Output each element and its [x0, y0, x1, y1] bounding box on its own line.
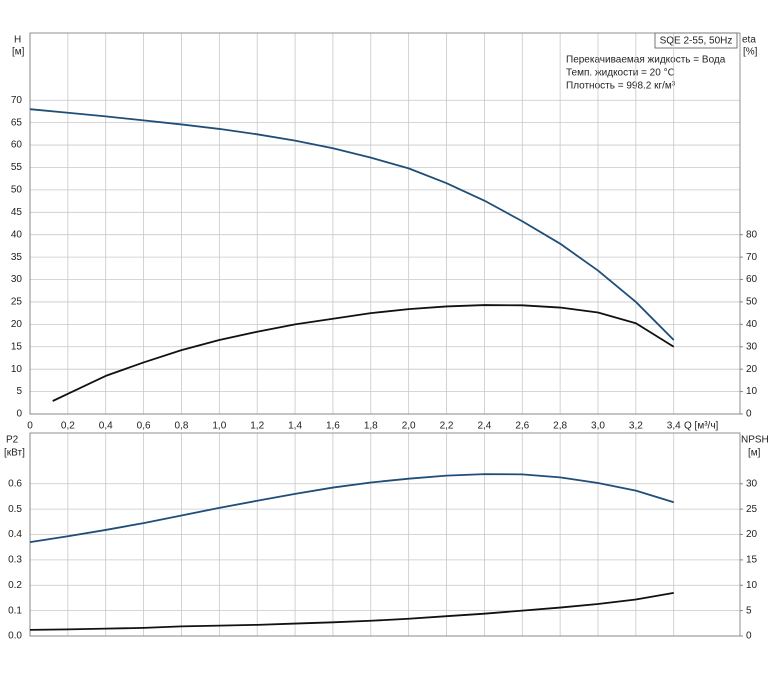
y2-tick-label: 70 [746, 252, 758, 263]
y2-tick-label: 10 [746, 580, 758, 591]
y-tick-label: 45 [11, 207, 23, 218]
x-tick-label: 0,6 [137, 421, 151, 432]
y2-tick-label: 80 [746, 229, 758, 240]
y-tick-label: 15 [11, 341, 23, 352]
y-tick-label: 25 [11, 297, 23, 308]
y2-tick-label: 10 [746, 386, 758, 397]
y-tick-label: 50 [11, 185, 23, 196]
y-tick-label: 20 [11, 319, 23, 330]
y-tick-label: 40 [11, 229, 23, 240]
chart-title: SQE 2-55, 50Hz [660, 36, 733, 47]
x-tick-label: 0,8 [175, 421, 189, 432]
curve [29, 108, 675, 341]
y2-tick-label: 60 [746, 274, 758, 285]
x-tick-label: 3,0 [591, 421, 605, 432]
y2-axis-label: NPSH [741, 435, 769, 446]
y2-tick-label: 20 [746, 364, 758, 375]
annotation: Темп. жидкости = 20 °C [566, 68, 675, 79]
y-tick-label: 0.3 [8, 555, 22, 566]
x-tick-label: 0 [27, 421, 33, 432]
y-tick-label: 0.0 [8, 631, 22, 642]
y2-tick-label: 25 [746, 504, 758, 515]
annotation: Перекачиваемая жидкость = Вода [566, 55, 726, 66]
x-tick-label: 1,0 [212, 421, 226, 432]
y2-axis-unit: [%] [743, 47, 758, 58]
y-tick-label: 65 [11, 117, 23, 128]
x-tick-label: 3,4 [667, 421, 681, 432]
x-tick-label: 2,2 [440, 421, 454, 432]
y2-axis-label: eta [742, 35, 756, 46]
y-tick-label: 35 [11, 252, 23, 263]
x-tick-label: 2,0 [402, 421, 416, 432]
x-axis-label: Q [м³/ч] [684, 421, 719, 432]
x-tick-label: 2,8 [553, 421, 567, 432]
y2-tick-label: 30 [746, 341, 758, 352]
curve [29, 473, 674, 543]
y2-tick-label: 30 [746, 478, 758, 489]
y-tick-label: 10 [11, 364, 23, 375]
y2-tick-label: 5 [746, 605, 752, 616]
y-tick-label: 0.4 [8, 529, 22, 540]
plot-frame [29, 432, 741, 637]
y-tick-label: 0 [16, 409, 22, 420]
x-tick-label: 2,6 [515, 421, 529, 432]
x-tick-label: 3,2 [629, 421, 643, 432]
y2-axis-unit: [м] [748, 448, 761, 459]
x-tick-label: 1,8 [364, 421, 378, 432]
curve [52, 304, 675, 402]
x-tick-label: 0,2 [61, 421, 75, 432]
y-axis-unit: [м] [12, 47, 25, 58]
y-tick-label: 0.6 [8, 478, 22, 489]
y2-tick-label: 0 [746, 631, 752, 642]
annotation: Плотность = 998.2 кг/м³ [566, 81, 676, 92]
y2-tick-label: 50 [746, 297, 758, 308]
x-tick-label: 2,4 [477, 421, 491, 432]
x-tick-label: 1,4 [288, 421, 302, 432]
x-tick-label: 1,2 [250, 421, 264, 432]
curve [29, 591, 674, 631]
y-tick-label: 60 [11, 140, 23, 151]
x-tick-label: 0,4 [99, 421, 113, 432]
y-tick-label: 30 [11, 274, 23, 285]
y-tick-label: 0.2 [8, 580, 22, 591]
y-tick-label: 0.1 [8, 605, 22, 616]
y-tick-label: 55 [11, 162, 23, 173]
y-tick-label: 70 [11, 95, 23, 106]
y-axis-unit: [кВт] [4, 448, 25, 459]
y-tick-label: 5 [16, 386, 22, 397]
y-axis-label: H [14, 35, 21, 46]
y2-tick-label: 40 [746, 319, 758, 330]
y2-tick-label: 0 [746, 409, 752, 420]
y-tick-label: 0.5 [8, 504, 22, 515]
y2-tick-label: 20 [746, 529, 758, 540]
y-axis-label: P2 [6, 435, 19, 446]
plot-frame [29, 32, 741, 415]
x-tick-label: 1,6 [326, 421, 340, 432]
y2-tick-label: 15 [746, 555, 758, 566]
